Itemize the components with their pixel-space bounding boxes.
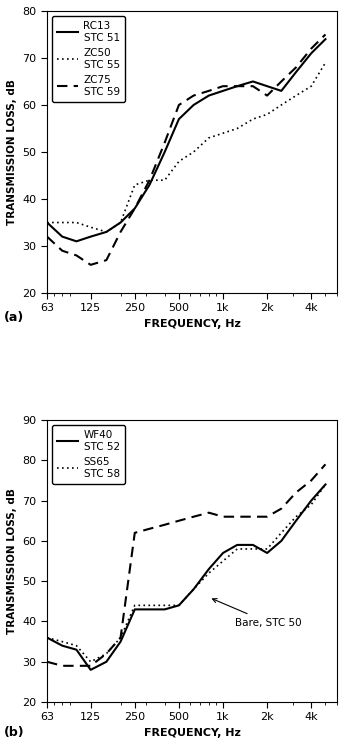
Legend: RC13
STC 51, ZC50
STC 55, ZC75
STC 59: RC13 STC 51, ZC50 STC 55, ZC75 STC 59 [52, 16, 125, 102]
Text: (b): (b) [3, 726, 24, 739]
Y-axis label: TRANSMISSION LOSS, dB: TRANSMISSION LOSS, dB [7, 79, 17, 225]
X-axis label: FREQUENCY, Hz: FREQUENCY, Hz [143, 319, 240, 329]
Y-axis label: TRANSMISSION LOSS, dB: TRANSMISSION LOSS, dB [7, 488, 17, 634]
Text: Bare, STC 50: Bare, STC 50 [213, 598, 301, 627]
X-axis label: FREQUENCY, Hz: FREQUENCY, Hz [143, 728, 240, 738]
Legend: WF40
STC 52, SS65
STC 58: WF40 STC 52, SS65 STC 58 [52, 425, 125, 484]
Text: (a): (a) [3, 311, 24, 324]
